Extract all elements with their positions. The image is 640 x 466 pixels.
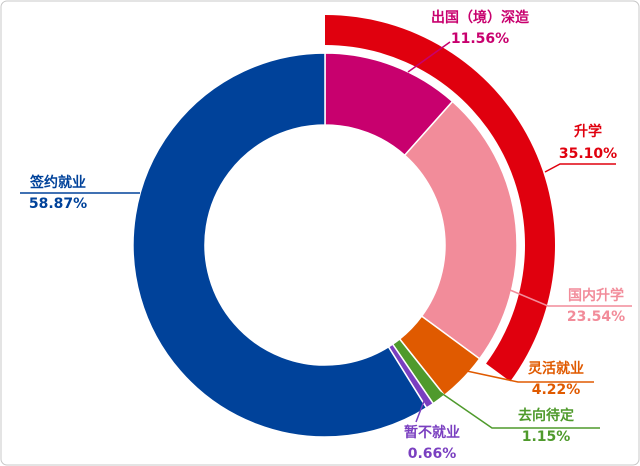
leader-line bbox=[509, 289, 632, 307]
slice bbox=[132, 52, 428, 438]
outer-ring-slice bbox=[325, 15, 555, 382]
leader-line bbox=[407, 41, 451, 73]
value-label: 4.22% bbox=[532, 382, 581, 398]
value-label: 58.87% bbox=[29, 196, 87, 212]
leader-line bbox=[415, 395, 427, 423]
outer-ring-label: 升学 bbox=[574, 123, 602, 140]
slice-label: 国内升学 bbox=[568, 287, 624, 304]
leader-line bbox=[461, 369, 594, 383]
slice-label: 灵活就业 bbox=[528, 360, 584, 377]
leader-line bbox=[544, 163, 616, 173]
slice-label: 暂不就业 bbox=[404, 424, 460, 441]
value-label: 1.15% bbox=[522, 429, 571, 445]
slice bbox=[403, 100, 518, 360]
slice-label: 去向待定 bbox=[518, 407, 574, 424]
value-label: 23.54% bbox=[567, 309, 625, 325]
value-label: 11.56% bbox=[451, 31, 509, 47]
outer-ring-value-label: 35.10% bbox=[559, 146, 617, 162]
leader-line bbox=[433, 387, 600, 429]
slice-label: 出国（境）深造 bbox=[431, 9, 529, 26]
slice-label: 签约就业 bbox=[29, 174, 86, 191]
value-label: 0.66% bbox=[408, 446, 457, 462]
